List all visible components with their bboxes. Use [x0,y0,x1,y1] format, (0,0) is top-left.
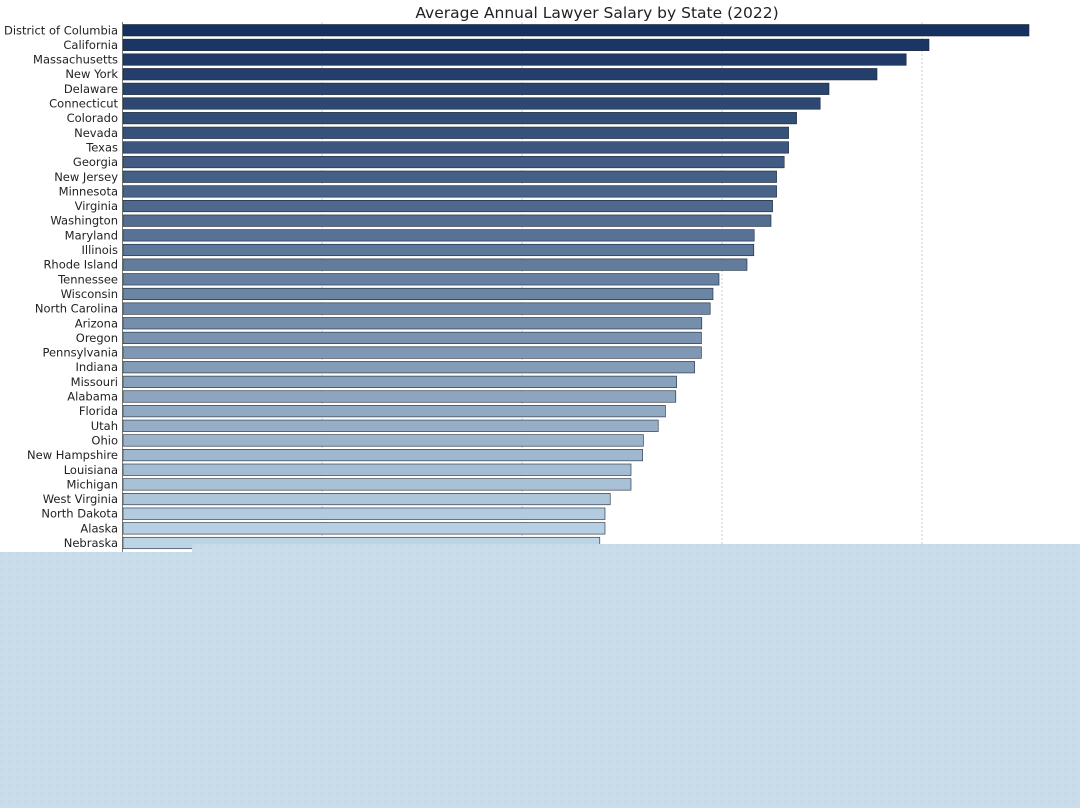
bar-north-carolina [122,302,711,315]
label-wisconsin: Wisconsin [61,287,118,301]
label-north-carolina: North Carolina [35,302,118,316]
bar-oregon [122,331,702,344]
bar-nevada [122,126,789,139]
category-labels: District of ColumbiaCaliforniaMassachuse… [4,23,118,550]
bar-alaska [122,522,606,535]
bar-north-dakota [122,507,606,520]
bar-alabama [122,390,677,403]
label-massachusetts: Massachusetts [33,53,118,67]
label-rhode-island: Rhode Island [43,258,118,272]
bar-ohio [122,434,644,447]
bar-louisiana [122,463,632,476]
grid-lines [321,22,923,552]
bar-florida [122,405,666,418]
label-new-york: New York [65,67,118,81]
label-north-dakota: North Dakota [41,507,118,521]
label-alabama: Alabama [67,390,118,404]
label-minnesota: Minnesota [59,184,118,198]
bar-new-jersey [122,170,777,183]
bar-georgia [122,156,785,169]
bar-rhode-island [122,258,748,271]
label-new-jersey: New Jersey [54,170,118,184]
bar-west-virginia [122,492,611,506]
label-tennessee: Tennessee [57,272,118,286]
chart-title: Average Annual Lawyer Salary by State (2… [415,4,778,22]
bar-arizona [122,317,703,330]
label-virginia: Virginia [75,199,118,213]
label-pennsylvania: Pennsylvania [42,346,118,360]
bar-colorado [122,112,797,125]
bar-delaware [122,82,830,95]
label-nebraska: Nebraska [64,536,118,550]
bar-new-york [122,68,878,81]
label-ohio: Ohio [91,433,118,447]
bar-connecticut [122,97,821,110]
overlay-panel [0,544,1080,808]
bar-wisconsin [122,287,714,301]
label-georgia: Georgia [73,155,118,169]
bar-michigan [122,478,632,491]
bar-virginia [122,200,773,213]
label-west-virginia: West Virginia [43,492,118,506]
bar-utah [122,419,659,432]
bar-minnesota [122,185,777,198]
label-new-hampshire: New Hampshire [27,448,118,462]
bar-new-hampshire [122,449,643,462]
label-california: California [63,38,118,52]
label-texas: Texas [85,140,118,154]
bar-tennessee [122,273,720,286]
bar-missouri [122,375,677,388]
label-oregon: Oregon [76,331,118,345]
label-indiana: Indiana [75,360,118,374]
bar-washington [122,214,772,227]
label-missouri: Missouri [71,375,118,389]
bar-massachusetts [122,53,907,66]
bar-maryland [122,229,755,242]
label-district-of-columbia: District of Columbia [4,23,118,37]
label-connecticut: Connecticut [49,97,118,111]
bar-indiana [122,361,695,374]
bar-illinois [122,243,755,257]
bar-texas [122,141,789,154]
label-alaska: Alaska [80,521,118,535]
bar-district-of-columbia [122,24,1030,37]
label-utah: Utah [91,419,118,433]
label-michigan: Michigan [66,477,118,491]
label-washington: Washington [50,214,118,228]
bar-california [122,38,930,51]
label-maryland: Maryland [65,228,118,242]
label-nevada: Nevada [74,126,118,140]
overlay-panel-fill [0,544,1080,808]
label-louisiana: Louisiana [64,463,118,477]
label-illinois: Illinois [82,243,119,257]
label-delaware: Delaware [64,82,118,96]
label-florida: Florida [79,404,118,418]
bars [122,24,1030,550]
label-arizona: Arizona [75,316,118,330]
bar-pennsylvania [122,346,702,359]
label-colorado: Colorado [67,111,118,125]
